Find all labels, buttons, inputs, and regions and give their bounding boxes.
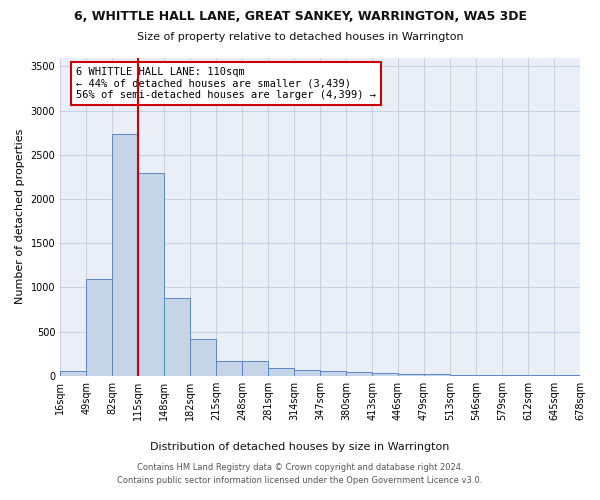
Text: Contains public sector information licensed under the Open Government Licence v3: Contains public sector information licen… — [118, 476, 482, 485]
Text: Distribution of detached houses by size in Warrington: Distribution of detached houses by size … — [151, 442, 449, 452]
Bar — [216, 360, 242, 376]
Bar — [320, 371, 346, 376]
Text: 6, WHITTLE HALL LANE, GREAT SANKEY, WARRINGTON, WA5 3DE: 6, WHITTLE HALL LANE, GREAT SANKEY, WARR… — [74, 10, 527, 23]
Bar — [190, 338, 216, 376]
Bar — [86, 278, 112, 376]
Bar — [398, 374, 424, 376]
Bar — [164, 298, 190, 376]
Bar — [242, 361, 268, 376]
Text: Size of property relative to detached houses in Warrington: Size of property relative to detached ho… — [137, 32, 463, 42]
Bar — [60, 372, 86, 376]
Bar — [138, 174, 164, 376]
Text: 6 WHITTLE HALL LANE: 110sqm
← 44% of detached houses are smaller (3,439)
56% of : 6 WHITTLE HALL LANE: 110sqm ← 44% of det… — [76, 67, 376, 100]
Bar — [112, 134, 138, 376]
Bar — [450, 375, 476, 376]
Bar — [372, 372, 398, 376]
Bar — [294, 370, 320, 376]
Bar — [268, 368, 294, 376]
Text: Contains HM Land Registry data © Crown copyright and database right 2024.: Contains HM Land Registry data © Crown c… — [137, 464, 463, 472]
Bar — [424, 374, 450, 376]
Y-axis label: Number of detached properties: Number of detached properties — [15, 129, 25, 304]
Bar — [346, 372, 372, 376]
